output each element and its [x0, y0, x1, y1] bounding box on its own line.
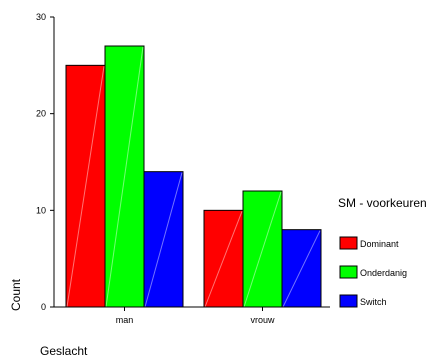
legend-label-onderdanig: Onderdanig [360, 268, 407, 278]
legend-label-dominant: Dominant [360, 239, 399, 249]
x-tick-label-man: man [116, 315, 134, 325]
y-tick-label: 30 [36, 12, 46, 22]
legend-swatch-onderdanig [339, 265, 358, 279]
bar-shade-onderdanig-vrouw [243, 191, 282, 308]
bar-onderdanig-man [104, 45, 145, 308]
bar-shade-dominant-man [66, 66, 105, 308]
y-tick-label: 20 [36, 109, 46, 119]
legend: Dominant Onderdanig Switch [339, 236, 407, 308]
legend-title: SM - voorkeuren [338, 196, 427, 210]
bar-shade-dominant-vrouw [204, 211, 243, 308]
bar-shade-switch-vrouw [282, 230, 321, 308]
axes-group [53, 17, 330, 308]
bars-group [65, 45, 322, 308]
bar-shade-switch-man [144, 172, 183, 308]
legend-label-switch: Switch [360, 297, 387, 307]
y-tick-label: 10 [36, 205, 46, 215]
bar-dominant-man [65, 64, 106, 308]
bar-switch-vrouw [281, 229, 322, 308]
bar-onderdanig-vrouw [242, 190, 283, 308]
x-axis-title: Geslacht [40, 344, 88, 358]
legend-swatch-dominant [339, 236, 358, 250]
bar-switch-man [143, 171, 184, 308]
legend-swatch-switch [339, 294, 358, 308]
ticks-group: 0 10 20 30 man vrouw [36, 12, 275, 325]
y-tick-label: 0 [41, 302, 46, 312]
y-axis-title: Count [9, 278, 23, 311]
x-tick-label-vrouw: vrouw [250, 315, 275, 325]
bar-shade-onderdanig-man [105, 46, 144, 308]
